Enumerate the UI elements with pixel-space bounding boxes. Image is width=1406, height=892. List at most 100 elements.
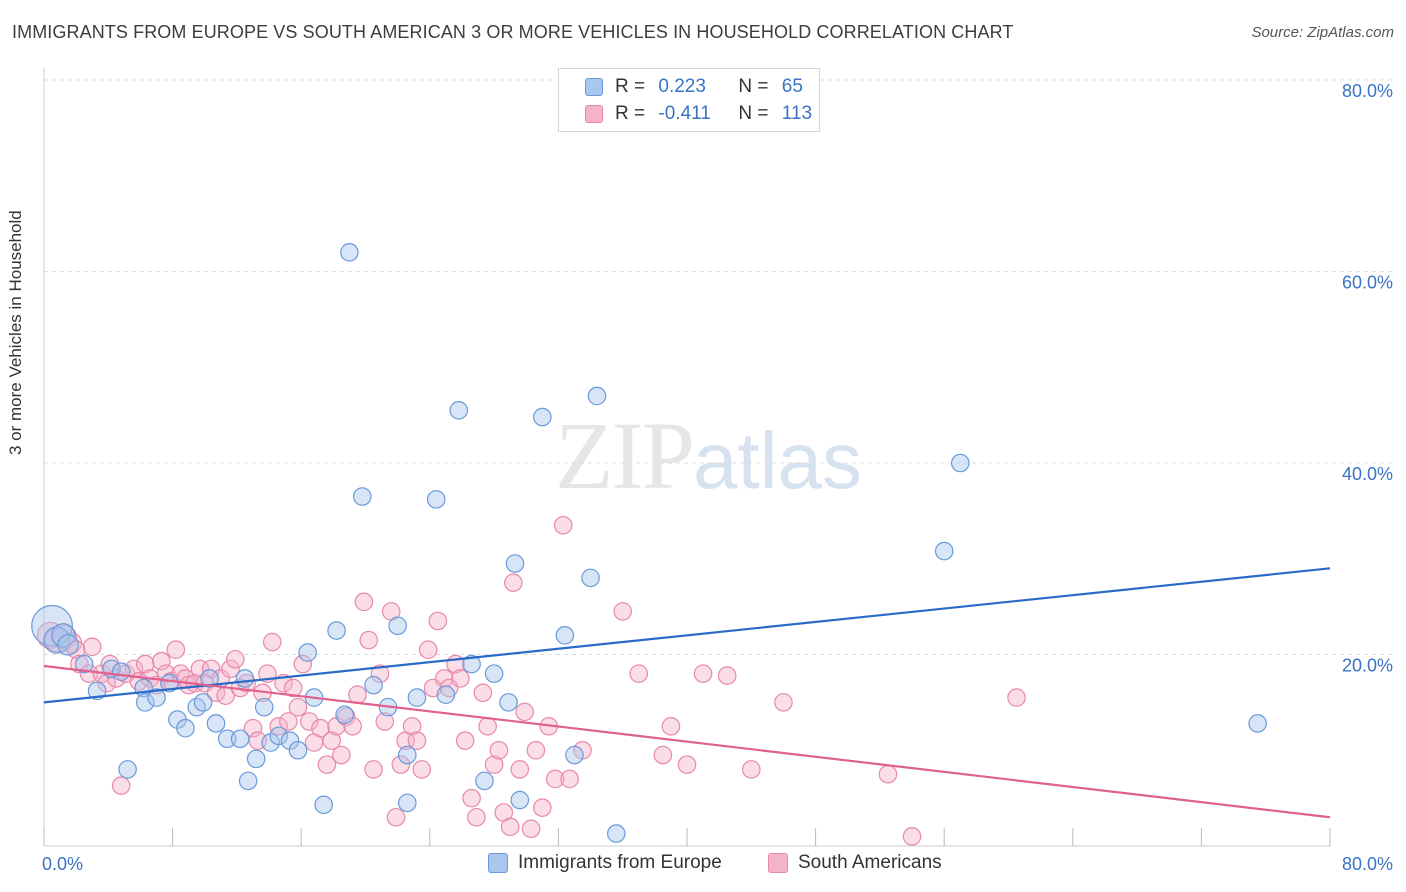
r-label: R = — [615, 103, 646, 124]
watermark: ZIPatlas — [555, 400, 862, 511]
south-american-point — [402, 717, 422, 736]
europe-point — [581, 568, 600, 588]
r-value: -0.411 — [658, 103, 711, 124]
south-american-point — [878, 764, 898, 784]
europe-point — [352, 487, 372, 506]
europe-point — [314, 795, 334, 815]
y-tick-label: 80.0% — [1342, 81, 1393, 101]
south-american-point — [317, 755, 337, 774]
south-american-point — [262, 632, 282, 652]
europe-point — [499, 693, 518, 712]
legend-row-europe: R = 0.223 N = 65 — [585, 75, 803, 99]
south-american-point — [82, 637, 102, 657]
south-americans-legend-icon — [768, 853, 788, 873]
europe-point — [505, 554, 525, 573]
europe-point — [176, 718, 195, 738]
south-american-point — [370, 664, 390, 683]
south-american-point — [111, 776, 131, 795]
europe-point — [335, 705, 354, 725]
south-american-point — [225, 649, 245, 669]
south-american-point — [526, 740, 546, 760]
europe-point — [388, 616, 407, 636]
legend-label-europe: Immigrants from Europe — [518, 852, 722, 873]
r-label: R = — [615, 76, 646, 97]
south-american-point — [269, 717, 288, 736]
south-american-point — [560, 769, 579, 789]
south-american-point — [489, 740, 509, 760]
europe-point — [288, 740, 308, 760]
europe-point — [230, 729, 250, 749]
south-american-point — [693, 664, 713, 683]
europe-point — [238, 771, 258, 791]
south-american-point — [484, 755, 504, 774]
south-american-point — [322, 731, 342, 750]
south-american-point — [283, 678, 303, 698]
watermark-atlas: atlas — [693, 416, 862, 505]
europe-point — [147, 688, 166, 707]
south-american-point — [434, 669, 454, 688]
south-american-point — [653, 745, 673, 765]
europe-point — [254, 697, 274, 717]
south-american-point — [533, 798, 552, 817]
south-american-point — [386, 807, 406, 827]
south-american-point — [279, 712, 298, 731]
south-american-point — [467, 807, 486, 827]
europe-point — [280, 731, 300, 750]
legend-item-south-americans: South Americans — [768, 852, 942, 874]
europe-point — [187, 697, 207, 717]
legend-label-south-americans: South Americans — [798, 852, 942, 873]
south-american-point — [521, 819, 541, 839]
x-tick-label: 0.0% — [42, 854, 83, 874]
legend-row-south-americans: R = -0.411 N = 113 — [585, 102, 812, 126]
europe-point — [269, 726, 288, 746]
south-american-point — [299, 712, 319, 731]
south-american-point — [97, 673, 116, 693]
n-label: N = — [738, 103, 769, 124]
south-american-point — [428, 611, 448, 631]
south-american-point — [375, 712, 395, 731]
europe-point — [1248, 714, 1267, 733]
south-american-point — [359, 630, 379, 650]
n-value: 113 — [781, 103, 813, 124]
south-american-point — [391, 755, 411, 774]
south-american-point — [510, 760, 530, 779]
europe-point — [565, 745, 584, 765]
europe-legend-icon — [488, 853, 508, 873]
europe-point — [364, 675, 383, 695]
europe-point — [407, 688, 427, 707]
europe-point — [484, 664, 504, 683]
europe-point — [57, 634, 79, 656]
south-american-point — [348, 685, 367, 705]
europe-point — [397, 745, 417, 765]
south-american-point — [418, 640, 438, 660]
x-tick-label: 80.0% — [1342, 854, 1393, 874]
n-label: N = — [738, 76, 769, 97]
europe-point — [111, 662, 131, 682]
south-american-point — [364, 760, 383, 779]
south-american-point — [515, 702, 534, 722]
europe-point — [510, 790, 530, 810]
chart-title: IMMIGRANTS FROM EUROPE VS SOUTH AMERICAN… — [12, 22, 1014, 42]
south-american-point — [166, 640, 186, 660]
south-americans-swatch-icon — [585, 105, 603, 123]
south-american-point — [455, 731, 475, 750]
source-label: Source: ZipAtlas.com — [1251, 24, 1394, 41]
europe-point — [327, 621, 346, 640]
south-american-point — [500, 817, 520, 837]
south-american-point — [462, 788, 481, 808]
south-american-point — [613, 602, 632, 621]
europe-point — [206, 714, 226, 733]
south-american-point — [311, 718, 330, 738]
n-value: 65 — [781, 76, 803, 97]
europe-point — [449, 401, 469, 420]
south-american-point — [288, 697, 308, 717]
south-american-point — [354, 592, 374, 612]
europe-point — [397, 793, 417, 813]
europe-point — [246, 749, 266, 769]
europe-point — [340, 243, 359, 262]
south-american-point — [201, 659, 221, 679]
south-american-point — [504, 573, 523, 592]
y-axis-label: 3 or more Vehicles in Household — [6, 210, 25, 455]
south-american-point — [407, 731, 427, 750]
